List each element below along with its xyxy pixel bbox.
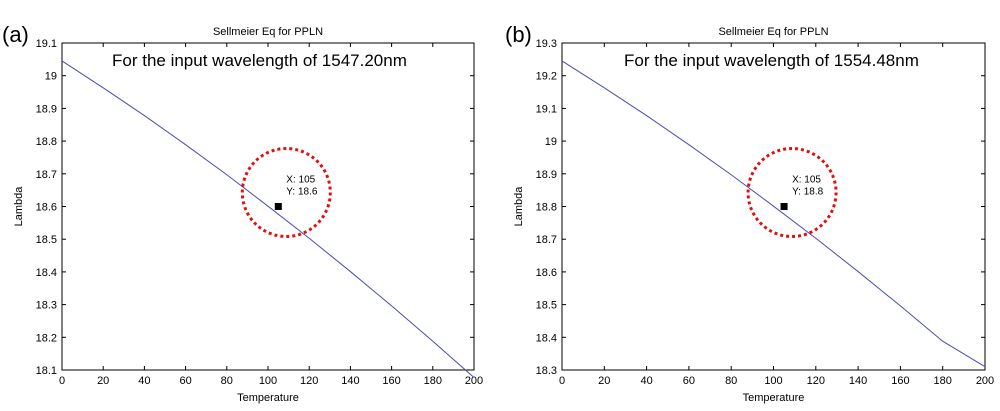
- y-tick-label: 19.3: [536, 38, 557, 50]
- chart-b-svg: Sellmeier Eq for PPLN 0 20 40 60 80 100 120 140 1…: [513, 26, 994, 404]
- y-tick-label: 18.7: [536, 234, 557, 246]
- y-tick-label: 18.8: [536, 202, 557, 214]
- x-tick-label: 160: [382, 375, 400, 387]
- chart-title: Sellmeier Eq for PPLN: [213, 26, 323, 38]
- y-tick-label: 19.1: [536, 103, 557, 115]
- y-tick-label: 19: [545, 136, 557, 148]
- x-tick-label: 80: [221, 375, 233, 387]
- y-tick-label: 18.1: [36, 365, 57, 377]
- y-tick-label: 18.8: [36, 136, 57, 148]
- y-tick-label: 18.9: [36, 103, 57, 115]
- y-tick-label: 19.1: [36, 38, 57, 50]
- x-axis-label: Temperature: [743, 392, 805, 404]
- x-tick-label: 160: [891, 375, 909, 387]
- y-tick-label: 18.4: [36, 267, 57, 279]
- highlight-circle: [240, 147, 332, 238]
- datatip-marker: [780, 203, 788, 210]
- y-tick-label: 18.4: [536, 332, 557, 344]
- x-tick-label: 200: [976, 375, 994, 387]
- x-tick-label: 100: [764, 375, 782, 387]
- chart-panel-b: (b) Sellmeier Eq for PPLN 0 20 40 60 80 100 120…: [500, 0, 1000, 411]
- x-tick-label: 40: [138, 375, 150, 387]
- datatip-marker: [274, 203, 282, 210]
- datatip-x-label: X: 105: [792, 175, 821, 186]
- y-tick-label: 18.6: [36, 202, 57, 214]
- datatip-y-label: Y: 18.6: [286, 187, 318, 198]
- annotation-text: For the input wavelength of 1554.48nm: [624, 51, 919, 70]
- x-tick-label: 60: [179, 375, 191, 387]
- series-line: [61, 60, 475, 378]
- annotation-text: For the input wavelength of 1547.20nm: [112, 51, 407, 70]
- x-tick-label: 0: [59, 375, 65, 387]
- y-axis-label: Lambda: [513, 186, 525, 227]
- chart-a-svg: Sellmeier Eq for PPLN 0 20 40 60 80 100 120 140 1…: [13, 26, 483, 404]
- panel-label: (b): [505, 22, 532, 47]
- x-tick-label: 40: [640, 375, 652, 387]
- x-tick-label: 180: [934, 375, 952, 387]
- datatip-x-label: X: 105: [286, 175, 315, 186]
- x-tick-label: 200: [465, 375, 483, 387]
- y-tick-label: 18.6: [536, 267, 557, 279]
- highlight-circle: [746, 147, 838, 238]
- y-tick-label: 18.5: [36, 234, 57, 246]
- x-axis-label: Temperature: [237, 392, 299, 404]
- y-axis-label: Lambda: [13, 186, 25, 227]
- datatip-y-label: Y: 18.8: [792, 187, 824, 198]
- y-tick-label: 19.2: [536, 71, 557, 83]
- chart-title: Sellmeier Eq for PPLN: [718, 26, 828, 38]
- x-tick-label: 120: [807, 375, 825, 387]
- y-tick-label: 18.3: [536, 365, 557, 377]
- x-tick-label: 20: [97, 375, 109, 387]
- y-tick-label: 19: [45, 71, 57, 83]
- x-tick-label: 20: [598, 375, 610, 387]
- y-tick-label: 18.2: [36, 332, 57, 344]
- panel-label: (a): [2, 22, 29, 47]
- x-tick-label: 60: [683, 375, 695, 387]
- y-tick-label: 18.7: [36, 169, 57, 181]
- x-tick-label: 100: [259, 375, 277, 387]
- x-tick-label: 140: [849, 375, 867, 387]
- chart-panel-a: (a) Sellmeier Eq for PPLN 0 20 40 60 80 100 120…: [2, 22, 483, 404]
- x-tick-label: 0: [559, 375, 565, 387]
- y-tick-label: 18.9: [536, 169, 557, 181]
- x-tick-label: 180: [424, 375, 442, 387]
- series-line: [561, 60, 986, 368]
- x-tick-label: 140: [341, 375, 359, 387]
- y-tick-label: 18.3: [36, 300, 57, 312]
- x-tick-label: 120: [300, 375, 318, 387]
- y-tick-label: 18.5: [536, 300, 557, 312]
- x-tick-label: 80: [725, 375, 737, 387]
